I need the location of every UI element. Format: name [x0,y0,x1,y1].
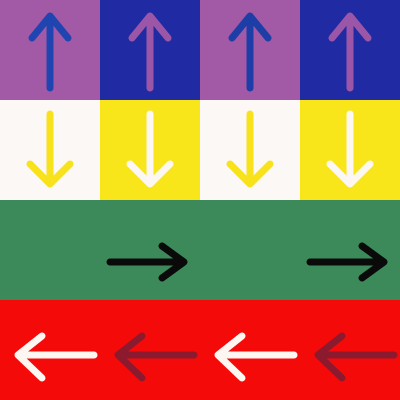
arrow-right-icon [306,242,388,282]
arrow-down-icon [126,110,174,188]
arrow-down-icon [326,110,374,188]
tile-right-1[interactable] [0,200,100,300]
arrow-up-icon [28,12,72,92]
arrow-left-icon [114,332,198,382]
arrow-up-icon [128,12,172,92]
tile-left-1[interactable] [0,300,100,400]
arrow-right-icon [106,242,188,282]
arrow-row-left [0,300,400,400]
arrow-right-icon [6,242,88,282]
tile-right-2[interactable] [100,200,200,300]
arrow-right-icon [206,242,288,282]
arrow-up-icon [228,12,272,92]
tile-right-4[interactable] [300,200,400,300]
tile-left-2[interactable] [100,300,200,400]
arrow-left-icon [314,332,398,382]
arrow-down-icon [26,110,74,188]
tile-up-3[interactable] [200,0,300,100]
tile-down-3[interactable] [200,100,300,200]
tile-right-3[interactable] [200,200,300,300]
tile-up-4[interactable] [300,0,400,100]
tile-down-4[interactable] [300,100,400,200]
arrow-up-icon [328,12,372,92]
tile-down-1[interactable] [0,100,100,200]
tile-down-2[interactable] [100,100,200,200]
tile-up-2[interactable] [100,0,200,100]
arrow-left-icon [214,332,298,382]
arrow-row-right [0,200,400,300]
tile-left-3[interactable] [200,300,300,400]
tile-up-1[interactable] [0,0,100,100]
arrow-down-icon [226,110,274,188]
arrow-left-icon [14,332,98,382]
arrow-row-down [0,100,400,200]
tile-left-4[interactable] [300,300,400,400]
arrow-row-up [0,0,400,100]
